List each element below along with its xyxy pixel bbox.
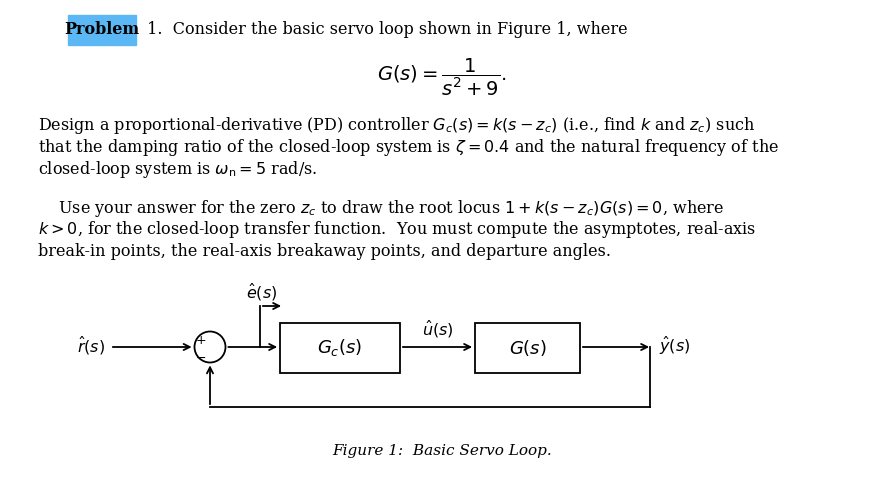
Text: closed-loop system is $\omega_{\mathrm{n}} = 5$ rad/s.: closed-loop system is $\omega_{\mathrm{n…: [38, 159, 317, 179]
Text: Problem: Problem: [65, 20, 140, 37]
Text: $\hat{y}(s)$: $\hat{y}(s)$: [659, 335, 690, 357]
Text: Figure 1:  Basic Servo Loop.: Figure 1: Basic Servo Loop.: [332, 444, 552, 458]
Text: $\hat{e}(s)$: $\hat{e}(s)$: [247, 281, 278, 303]
Text: Use your answer for the zero $z_c$ to draw the root locus $1 + k(s - z_c)G(s) = : Use your answer for the zero $z_c$ to dr…: [38, 198, 724, 219]
FancyBboxPatch shape: [68, 14, 136, 45]
Bar: [475, 323, 580, 372]
Text: $G(s)$: $G(s)$: [508, 337, 546, 357]
Text: $\hat{u}(s)$: $\hat{u}(s)$: [422, 319, 453, 340]
Text: $\hat{r}(s)$: $\hat{r}(s)$: [77, 335, 105, 357]
Bar: [280, 323, 400, 372]
Text: Design a proportional-derivative (PD) controller $G_c(s) = k(s - z_c)$ (i.e., fi: Design a proportional-derivative (PD) co…: [38, 115, 755, 137]
Text: break-in points, the real-axis breakaway points, and departure angles.: break-in points, the real-axis breakaway…: [38, 243, 611, 260]
Text: $k > 0$, for the closed-loop transfer function.  You must compute the asymptotes: $k > 0$, for the closed-loop transfer fu…: [38, 220, 756, 241]
Text: $G(s) = \dfrac{1}{s^2+9}.$: $G(s) = \dfrac{1}{s^2+9}.$: [377, 56, 507, 98]
Text: that the damping ratio of the closed-loop system is $\zeta = 0.4$ and the natura: that the damping ratio of the closed-loo…: [38, 137, 779, 158]
Text: $-$: $-$: [195, 350, 207, 363]
Text: $+$: $+$: [195, 333, 207, 346]
Text: 1.  Consider the basic servo loop shown in Figure 1, where: 1. Consider the basic servo loop shown i…: [142, 20, 628, 37]
Text: $G_c(s)$: $G_c(s)$: [317, 337, 362, 358]
